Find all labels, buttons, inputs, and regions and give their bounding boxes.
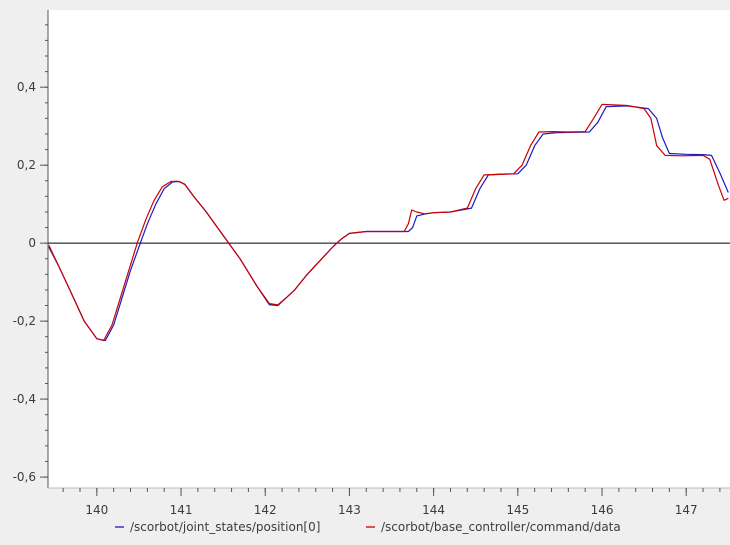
y-ticks: 0,4 0,2 0 -0,2 -0,4 -0,6 xyxy=(13,80,48,484)
x-tick-label: 142 xyxy=(254,503,277,517)
series-group xyxy=(48,103,729,342)
legend: /scorbot/joint_states/position[0] /scorbo… xyxy=(115,520,621,534)
x-tick-label: 147 xyxy=(675,503,698,517)
plot-area[interactable] xyxy=(48,10,730,488)
x-tick-label: 140 xyxy=(85,503,108,517)
x-tick-label: 144 xyxy=(422,503,445,517)
x-ticks: 140 141 142 143 144 145 146 147 xyxy=(85,488,698,517)
x-tick-label: 146 xyxy=(591,503,614,517)
y-tick-label: 0,2 xyxy=(17,158,36,172)
legend-label: /scorbot/base_controller/command/data xyxy=(381,520,621,534)
y-tick-label: 0,4 xyxy=(17,80,36,94)
y-tick-label: -0,2 xyxy=(13,314,36,328)
x-tick-label: 145 xyxy=(506,503,529,517)
legend-label: /scorbot/joint_states/position[0] xyxy=(130,520,320,534)
y-tick-label: -0,4 xyxy=(13,392,36,406)
y-tick-label: -0,6 xyxy=(13,470,36,484)
series-line-base-controller-command xyxy=(48,103,729,342)
x-tick-label: 143 xyxy=(338,503,361,517)
x-tick-label: 141 xyxy=(170,503,193,517)
y-tick-label: 0 xyxy=(28,236,36,250)
